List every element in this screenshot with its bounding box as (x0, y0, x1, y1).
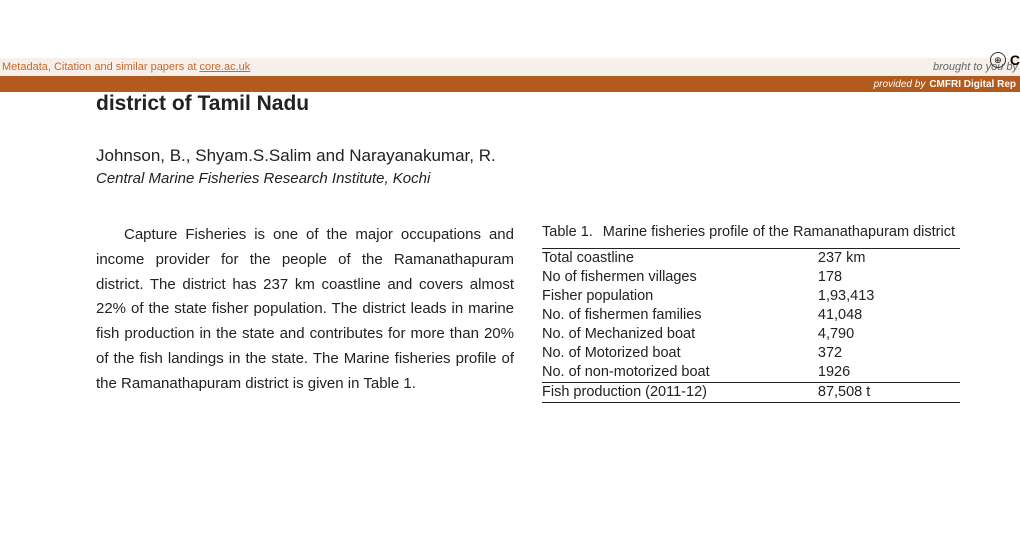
table-row: No. of Mechanized boat4,790 (542, 325, 960, 344)
fisheries-profile-table: Total coastline237 kmNo of fishermen vil… (542, 248, 960, 403)
body-text-column: Capture Fisheries is one of the major oc… (96, 223, 514, 403)
table-cell-label: No. of non-motorized boat (542, 363, 818, 383)
table-cell-value: 87,508 t (818, 382, 960, 402)
table-row: Total coastline237 km (542, 248, 960, 268)
table-cell-label: Total coastline (542, 248, 818, 268)
table-caption-text: Marine fisheries profile of the Ramanath… (603, 223, 955, 242)
table-row: No. of Motorized boat372 (542, 344, 960, 363)
table-row: No. of non-motorized boat1926 (542, 363, 960, 383)
table-cell-value: 4,790 (818, 325, 960, 344)
table-row: Fisher population1,93,413 (542, 287, 960, 306)
paper-affiliation: Central Marine Fisheries Research Instit… (96, 170, 960, 187)
core-logo: ⊕ C (990, 52, 1020, 68)
table-cell-value: 1,93,413 (818, 287, 960, 306)
table-cell-value: 178 (818, 268, 960, 287)
table-row: No. of fishermen families41,048 (542, 306, 960, 325)
table-cell-value: 1926 (818, 363, 960, 383)
metadata-text: Metadata, Citation and similar papers at… (2, 61, 250, 73)
paper-title: district of Tamil Nadu (96, 92, 960, 116)
core-logo-label: C (1010, 52, 1020, 68)
metadata-banner: Metadata, Citation and similar papers at… (0, 58, 1020, 76)
table-number: Table 1. (542, 223, 593, 242)
table-cell-label: No of fishermen villages (542, 268, 818, 287)
content-area: district of Tamil Nadu Johnson, B., Shya… (96, 80, 960, 403)
table-row: Fish production (2011-12)87,508 t (542, 382, 960, 402)
core-logo-icon: ⊕ (990, 52, 1006, 68)
metadata-prefix: Metadata, Citation and similar papers at (2, 61, 200, 73)
table-caption: Table 1. Marine fisheries profile of the… (542, 223, 960, 242)
table-cell-label: No. of fishermen families (542, 306, 818, 325)
table-cell-label: Fish production (2011-12) (542, 382, 818, 402)
table-column: Table 1. Marine fisheries profile of the… (542, 223, 960, 403)
table-cell-value: 41,048 (818, 306, 960, 325)
body-paragraph: Capture Fisheries is one of the major oc… (96, 223, 514, 396)
table-cell-label: Fisher population (542, 287, 818, 306)
table-cell-label: No. of Mechanized boat (542, 325, 818, 344)
table-row: No of fishermen villages178 (542, 268, 960, 287)
table-cell-label: No. of Motorized boat (542, 344, 818, 363)
paper-authors: Johnson, B., Shyam.S.Salim and Narayanak… (96, 146, 960, 166)
core-link[interactable]: core.ac.uk (200, 61, 251, 73)
table-cell-value: 372 (818, 344, 960, 363)
table-cell-value: 237 km (818, 248, 960, 268)
two-column-layout: Capture Fisheries is one of the major oc… (96, 223, 960, 403)
